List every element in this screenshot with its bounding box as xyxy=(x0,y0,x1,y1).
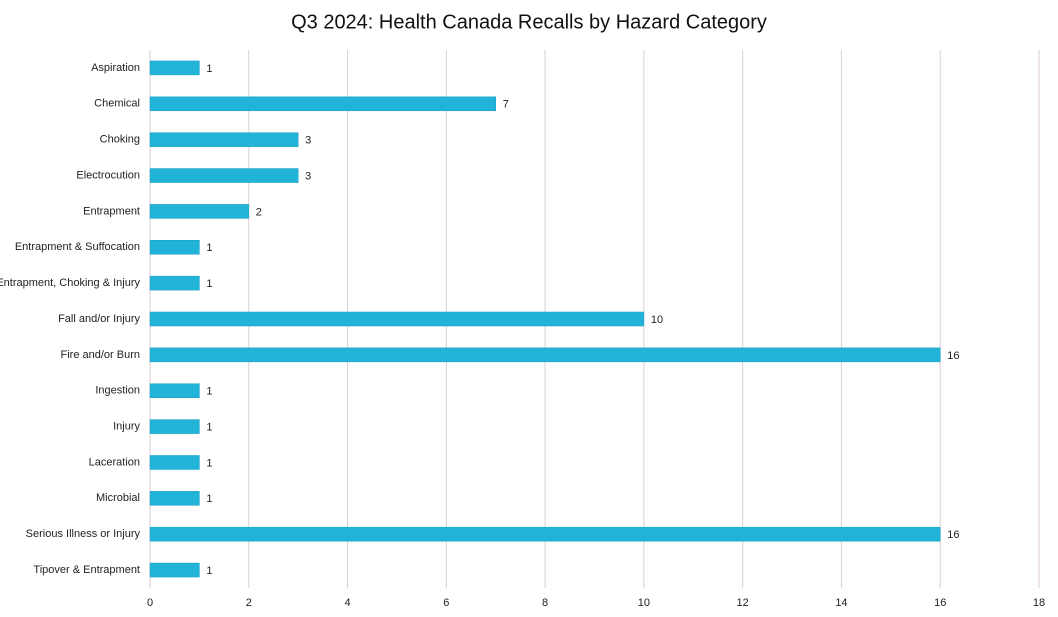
y-tick-label: Serious Illness or Injury xyxy=(26,528,141,540)
y-tick-label: Tipover & Entrapment xyxy=(33,564,140,576)
y-tick-label: Electrocution xyxy=(76,169,140,181)
y-tick-label: Choking xyxy=(100,134,140,146)
data-label: 1 xyxy=(206,565,212,577)
data-label: 7 xyxy=(503,99,509,111)
bar xyxy=(149,204,250,219)
y-tick-label: Fire and/or Burn xyxy=(61,349,140,361)
x-tick-label: 14 xyxy=(835,597,847,609)
bar xyxy=(149,311,645,327)
y-tick-label: Microbial xyxy=(96,492,140,504)
data-label: 16 xyxy=(947,529,959,541)
y-tick-label: Chemical xyxy=(94,98,140,110)
data-label: 16 xyxy=(947,350,959,362)
bar xyxy=(149,455,200,470)
x-tick-label: 0 xyxy=(147,597,153,609)
y-tick-label: Entrapment xyxy=(83,205,140,217)
data-label: 3 xyxy=(305,135,311,147)
data-label: 2 xyxy=(256,206,262,218)
data-label: 1 xyxy=(206,242,212,254)
bar xyxy=(149,96,496,112)
bar xyxy=(149,60,200,76)
data-label: 3 xyxy=(305,170,311,182)
y-tick-label: Fall and/or Injury xyxy=(58,313,140,325)
data-label: 1 xyxy=(206,493,212,505)
chart-title: Q3 2024: Health Canada Recalls by Hazard… xyxy=(291,11,767,33)
bar xyxy=(149,347,941,363)
bar xyxy=(149,168,299,183)
data-label: 1 xyxy=(206,278,212,290)
bar xyxy=(149,526,941,542)
data-label: 10 xyxy=(651,314,663,326)
x-tick-label: 12 xyxy=(737,597,749,609)
x-tick-label: 8 xyxy=(542,597,548,609)
data-label: 1 xyxy=(206,422,212,434)
bar xyxy=(149,275,200,291)
bar xyxy=(149,383,200,398)
y-tick-label: Entrapment & Suffocation xyxy=(15,241,140,253)
x-tick-label: 16 xyxy=(934,597,946,609)
data-label: 1 xyxy=(206,63,212,75)
y-tick-label: Injury xyxy=(113,421,140,433)
x-tick-label: 2 xyxy=(246,597,252,609)
data-label: 1 xyxy=(206,386,212,398)
x-tick-label: 18 xyxy=(1033,597,1045,609)
y-tick-label: Entrapment, Choking & Injury xyxy=(0,277,140,289)
y-tick-label: Ingestion xyxy=(95,385,140,397)
y-tick-label: Laceration xyxy=(89,456,140,468)
bar xyxy=(149,491,200,506)
x-tick-label: 4 xyxy=(344,597,350,609)
y-tick-label: Aspiration xyxy=(91,62,140,74)
bar xyxy=(149,562,200,578)
bar xyxy=(149,240,200,255)
x-tick-label: 10 xyxy=(638,597,650,609)
x-tick-label: 6 xyxy=(443,597,449,609)
bar xyxy=(149,419,200,434)
data-label: 1 xyxy=(206,457,212,469)
bar xyxy=(149,132,299,147)
